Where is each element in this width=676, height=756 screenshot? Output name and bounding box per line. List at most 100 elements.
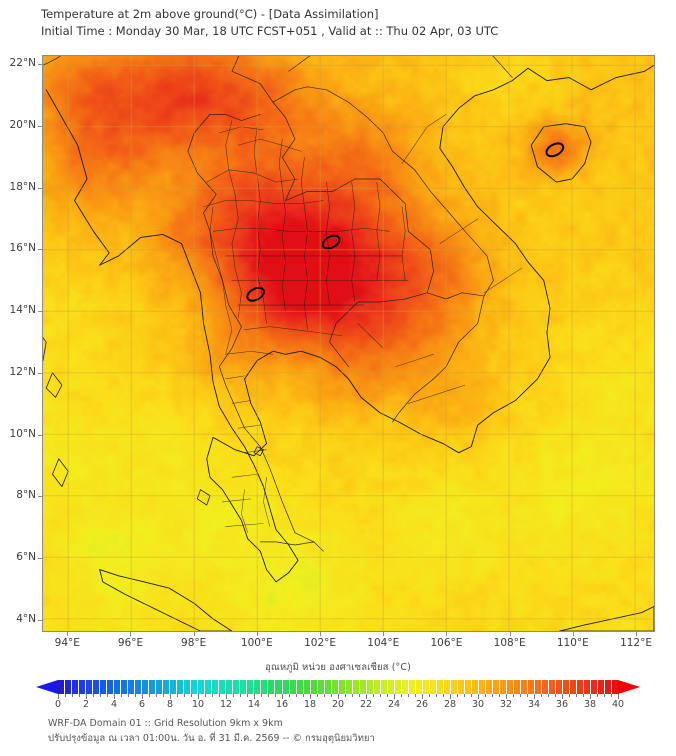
x-axis-tick — [383, 632, 385, 636]
y-axis-tick-label: 22°N — [9, 57, 36, 70]
colorbar-cell — [549, 680, 557, 694]
colorbar-cell — [612, 680, 619, 694]
x-axis-tick — [256, 632, 258, 636]
colorbar-cell — [380, 680, 388, 694]
colorbar-title: อุณหภูมิ หน่วย องศาเซลเซียส (°C) — [265, 662, 411, 673]
colorbar-cell — [492, 680, 500, 694]
colorbar-cell — [584, 680, 592, 694]
colorbar-tick-label: 28 — [443, 699, 457, 710]
y-axis-tick — [38, 434, 42, 436]
x-axis-tick-label: 108°E — [493, 637, 526, 649]
colorbar-cell — [528, 680, 536, 694]
colorbar-cell — [212, 680, 220, 694]
colorbar-cell — [338, 680, 346, 694]
temperature-field-raster — [43, 56, 654, 631]
colorbar-cell — [142, 680, 150, 694]
x-axis-tick — [446, 632, 448, 636]
colorbar-cell — [310, 680, 318, 694]
colorbar-cell — [535, 680, 543, 694]
y-axis-tick — [38, 619, 42, 621]
colorbar-cell — [598, 680, 606, 694]
colorbar-cell — [436, 680, 444, 694]
colorbar-cell — [296, 680, 304, 694]
colorbar-cell — [443, 680, 451, 694]
colorbar-cell — [184, 680, 192, 694]
colorbar-cell — [542, 680, 550, 694]
colorbar: อุณหภูมิ หน่วย องศาเซลเซียส (°C) 0 2 4 6 8 10… — [0, 660, 676, 710]
colorbar-cell — [177, 680, 185, 694]
colorbar-cell — [401, 680, 409, 694]
colorbar-cell — [149, 680, 157, 694]
x-axis-tick — [67, 632, 69, 636]
colorbar-cell — [366, 680, 374, 694]
colorbar-cell — [275, 680, 283, 694]
colorbar-cell — [247, 680, 255, 694]
colorbar-cell — [261, 680, 269, 694]
colorbar-cell — [556, 680, 564, 694]
y-axis-tick-label: 16°N — [9, 242, 36, 255]
colorbar-cell — [324, 680, 332, 694]
y-axis-tick — [38, 125, 42, 127]
x-axis-tick — [509, 632, 511, 636]
colorbar-cell — [86, 680, 94, 694]
colorbar-tick-label: 10 — [191, 699, 205, 710]
colorbar-cell — [514, 680, 522, 694]
y-axis-tick-label: 20°N — [9, 118, 36, 131]
colorbar-cell — [507, 680, 515, 694]
y-axis-tick — [38, 557, 42, 559]
x-axis-tick — [193, 632, 195, 636]
colorbar-cell — [100, 680, 108, 694]
colorbar-cell — [457, 680, 465, 694]
colorbar-tick-label: 22 — [359, 699, 373, 710]
colorbar-cell — [254, 680, 262, 694]
x-axis-tick — [130, 632, 132, 636]
colorbar-cell — [72, 680, 80, 694]
colorbar-cell — [198, 680, 206, 694]
colorbar-cell — [563, 680, 571, 694]
colorbar-cell — [373, 680, 381, 694]
colorbar-cell — [156, 680, 164, 694]
colorbar-tick-label: 32 — [499, 699, 513, 710]
colorbar-cell — [450, 680, 458, 694]
colorbar-cell — [408, 680, 416, 694]
colorbar-cell — [135, 680, 143, 694]
colorbar-tick-label: 30 — [471, 699, 485, 710]
colorbar-tick-label: 24 — [387, 699, 401, 710]
colorbar-tick-label: 18 — [303, 699, 317, 710]
colorbar-tick-label: 36 — [555, 699, 569, 710]
colorbar-cell — [485, 680, 493, 694]
y-axis-tick — [38, 64, 42, 66]
colorbar-cell — [282, 680, 290, 694]
colorbar-cell — [429, 680, 437, 694]
colorbar-cell — [93, 680, 101, 694]
footer-line-2: ปรับปรุงข้อมูล ณ เวลา 01:00น. วัน อ. ที่… — [48, 733, 375, 744]
colorbar-cell — [289, 680, 297, 694]
colorbar-cell — [570, 680, 578, 694]
colorbar-tick-label: 12 — [219, 699, 233, 710]
temperature-map-plot[interactable] — [42, 55, 655, 632]
x-axis-tick — [636, 632, 638, 636]
x-axis-tick-label: 94°E — [54, 637, 80, 649]
colorbar-gradient — [58, 680, 619, 694]
y-axis-tick-label: 10°N — [9, 427, 36, 440]
colorbar-tick-label: 8 — [166, 699, 174, 710]
colorbar-tick-label: 2 — [82, 699, 90, 710]
y-axis-tick — [38, 372, 42, 374]
colorbar-cell — [415, 680, 423, 694]
x-axis-tick-label: 96°E — [117, 637, 144, 649]
colorbar-cell — [107, 680, 115, 694]
colorbar-extend-high-arrow — [618, 680, 640, 694]
colorbar-tick-label: 4 — [110, 699, 118, 710]
colorbar-tick-label: 40 — [611, 699, 625, 710]
colorbar-cell — [331, 680, 339, 694]
colorbar-cell — [240, 680, 248, 694]
colorbar-cell — [128, 680, 136, 694]
title-line-2: Initial Time : Monday 30 Mar, 18 UTC FCS… — [41, 24, 499, 38]
colorbar-cell — [478, 680, 486, 694]
colorbar-cell — [163, 680, 171, 694]
y-axis-tick-label: 6°N — [16, 550, 36, 563]
x-axis-tick-label: 98°E — [181, 637, 207, 649]
colorbar-cell — [170, 680, 178, 694]
chart-title-block: Temperature at 2m above ground(°C) - [Da… — [41, 6, 651, 40]
footer-block: WRF-DA Domain 01 :: Grid Resolution 9km … — [48, 716, 648, 746]
